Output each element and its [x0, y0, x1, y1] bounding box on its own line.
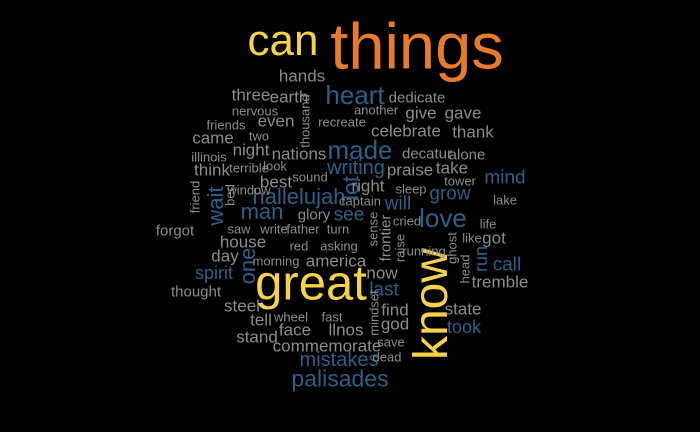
word: look: [263, 158, 287, 174]
word: celebrate: [371, 121, 441, 141]
word: can: [247, 16, 319, 65]
word: hallelujah: [252, 184, 346, 209]
word: right: [351, 176, 385, 196]
word: decatur: [401, 145, 453, 163]
word: friend: [187, 180, 203, 214]
word: great: [255, 256, 367, 311]
word: made: [327, 135, 393, 165]
word: recreate: [318, 114, 366, 130]
word: love: [419, 203, 467, 233]
word: america: [305, 251, 367, 271]
word: find: [381, 300, 409, 320]
word: mindset: [366, 290, 382, 336]
word: sleep: [395, 181, 427, 197]
word: earth: [269, 87, 309, 107]
word: two: [248, 128, 270, 144]
word: sense: [365, 211, 381, 247]
word: running: [402, 243, 446, 259]
word: dedicate: [388, 89, 446, 107]
word: nervous: [231, 103, 279, 119]
word: lake: [493, 192, 517, 208]
word: window: [227, 182, 271, 198]
word: wheel: [274, 309, 308, 325]
word: night: [232, 140, 270, 160]
word: three: [231, 85, 271, 105]
word: see: [333, 204, 365, 226]
word: save: [377, 334, 405, 350]
word: frontier: [377, 214, 395, 262]
word: grow: [429, 183, 471, 205]
word: saw: [227, 221, 251, 237]
word: state: [444, 299, 482, 319]
word: heart: [325, 80, 385, 110]
word: face: [278, 320, 312, 340]
word: cried: [392, 213, 422, 229]
word: thank: [452, 122, 494, 142]
word: mistakes: [299, 349, 379, 371]
word: even: [257, 111, 295, 131]
word: now: [366, 263, 398, 283]
word: alone: [448, 146, 486, 164]
word: praise: [386, 160, 434, 180]
word: steel: [224, 296, 260, 316]
word: thousand: [297, 94, 313, 148]
word: took: [446, 317, 482, 337]
word: terrible: [229, 160, 269, 176]
word: tell: [250, 310, 272, 330]
word: hands: [278, 66, 326, 86]
word: nations: [271, 144, 327, 164]
word: morning: [252, 253, 300, 269]
word: palisades: [291, 365, 389, 392]
word: gave: [444, 103, 482, 123]
word: got: [482, 228, 506, 248]
word: captain: [339, 193, 381, 209]
word: stand: [236, 327, 278, 347]
word: glory: [297, 206, 331, 224]
word: man: [240, 199, 284, 224]
word: father: [286, 221, 320, 237]
word: tower: [444, 173, 476, 189]
word: illinois: [191, 149, 227, 165]
word: will: [384, 193, 412, 215]
word: house: [219, 232, 267, 252]
word: last: [369, 279, 399, 301]
word: friends: [206, 117, 246, 133]
word: think: [194, 160, 230, 180]
word: life: [479, 216, 497, 232]
word: forgot: [155, 222, 195, 240]
word: asking: [320, 238, 358, 254]
word: best: [259, 172, 293, 192]
word: writing: [327, 157, 385, 179]
word: llnos: [328, 320, 364, 340]
word: turn: [326, 221, 350, 237]
word: thought: [170, 283, 222, 301]
word: things: [330, 9, 504, 83]
word: god: [380, 314, 410, 334]
word: tremble: [471, 272, 529, 292]
word: bed: [222, 184, 238, 206]
word: raise: [392, 233, 408, 263]
word: patient: [0, 0, 49, 16]
word: like: [462, 230, 482, 246]
word: take: [435, 158, 469, 178]
word: write: [260, 221, 288, 237]
word: came: [192, 128, 234, 148]
word: red: [289, 238, 309, 254]
word: mind: [484, 167, 526, 189]
word: head: [457, 254, 473, 284]
word: fast: [321, 309, 343, 325]
word: dead: [372, 349, 402, 365]
word: call: [492, 254, 522, 276]
word: another: [353, 102, 399, 118]
word: commemorate: [272, 336, 382, 356]
word: sound: [292, 169, 328, 185]
word: run: [471, 245, 491, 273]
word: spirit: [194, 263, 234, 283]
word: give: [405, 103, 437, 123]
word: day: [211, 246, 239, 266]
